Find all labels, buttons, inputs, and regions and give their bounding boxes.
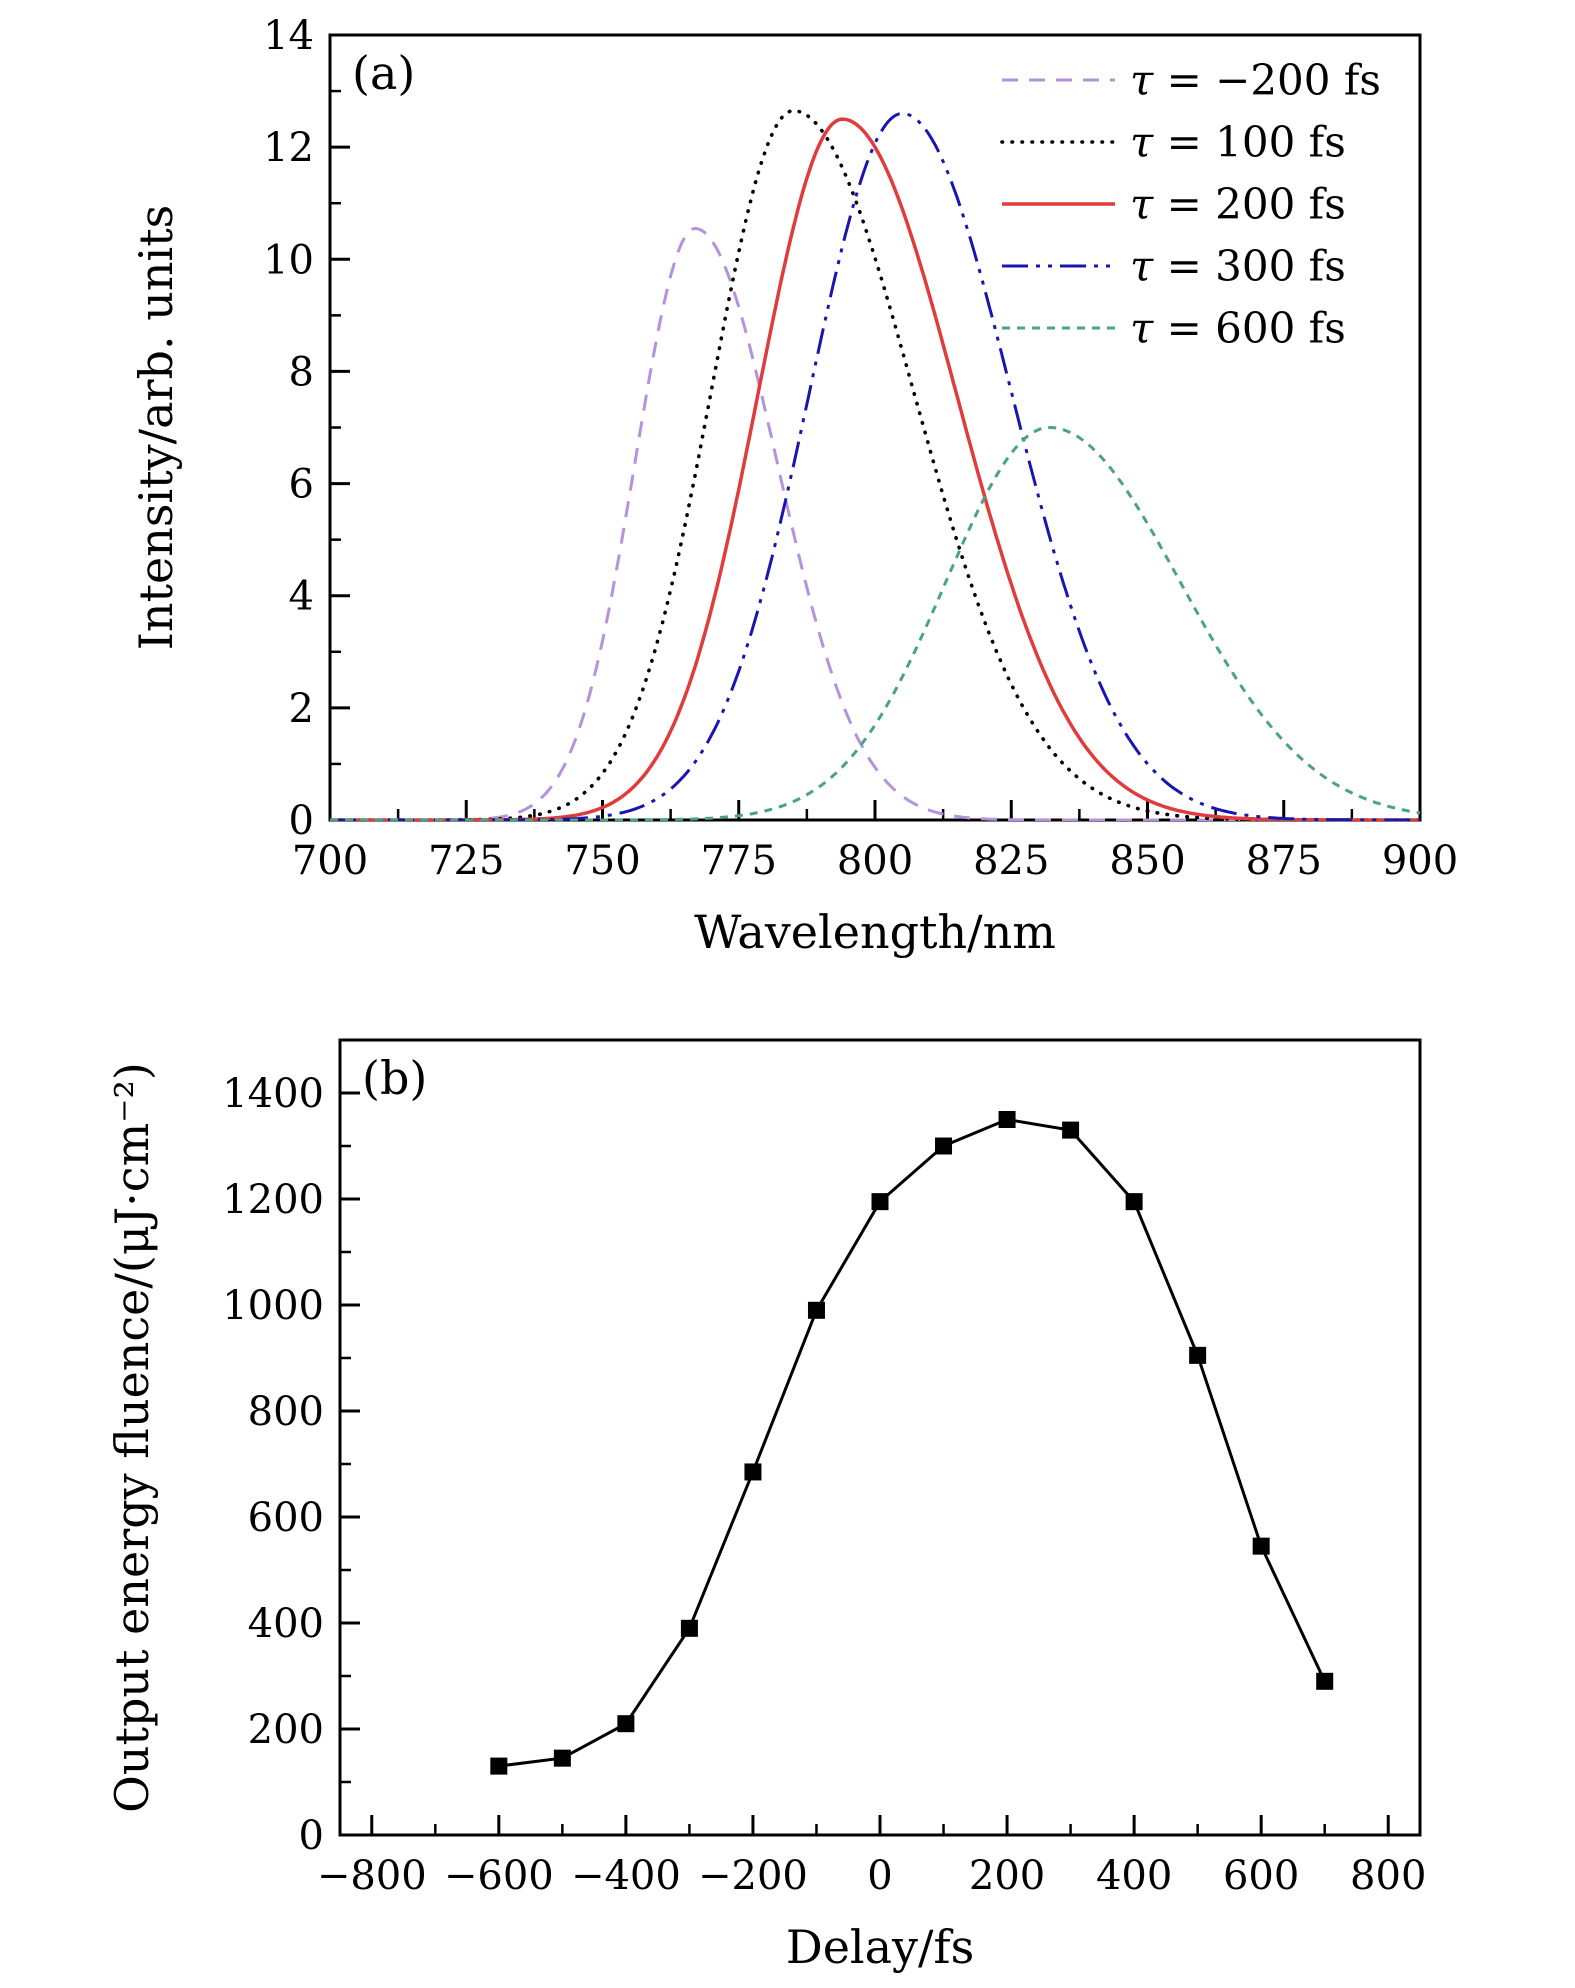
x-tick-label: 775 bbox=[701, 838, 777, 884]
data-point-marker bbox=[871, 1193, 889, 1211]
y-tick-label: 0 bbox=[299, 1813, 324, 1859]
data-point-marker bbox=[490, 1757, 508, 1775]
y-tick-label: 10 bbox=[263, 237, 314, 283]
x-tick-label: 900 bbox=[1382, 838, 1458, 884]
data-point-marker bbox=[617, 1715, 635, 1733]
data-point-marker bbox=[744, 1463, 762, 1481]
legend-label-0: τ = −200 fs bbox=[1130, 56, 1381, 105]
x-tick-label: 825 bbox=[973, 838, 1049, 884]
x-tick-label: −600 bbox=[444, 1853, 554, 1899]
y-tick-label: 800 bbox=[248, 1389, 324, 1435]
panel-label: (b) bbox=[362, 1051, 427, 1105]
y-tick-label: 400 bbox=[248, 1601, 324, 1647]
panel-b-fluence-chart: −800 −600 −400 −200 0 200 400 600 800 0 200 400 600 8… bbox=[105, 1038, 1426, 1974]
y-tick-label: 1000 bbox=[222, 1283, 324, 1329]
legend-label-4: τ = 600 fs bbox=[1130, 304, 1346, 353]
legend-label-1: τ = 100 fs bbox=[1130, 118, 1346, 167]
data-point-marker bbox=[553, 1749, 571, 1767]
x-tick-label: 750 bbox=[564, 838, 640, 884]
x-tick-label: 400 bbox=[1096, 1853, 1172, 1899]
x-tick-label: −400 bbox=[571, 1853, 681, 1899]
fluence-line bbox=[498, 1117, 1327, 1768]
data-point-marker bbox=[1316, 1672, 1334, 1690]
data-point-marker bbox=[680, 1619, 698, 1637]
y-tick-label: 14 bbox=[263, 13, 314, 59]
data-point-marker bbox=[807, 1301, 825, 1319]
x-tick-label: 850 bbox=[1109, 838, 1185, 884]
plot-border bbox=[338, 1038, 1422, 1837]
y-tick-label: 200 bbox=[248, 1707, 324, 1753]
x-axis-label: Wavelength/nm bbox=[694, 905, 1056, 959]
data-point-marker bbox=[1252, 1537, 1270, 1555]
y-tick-label: 4 bbox=[289, 574, 314, 620]
y-axis-label: Intensity/arb. units bbox=[129, 205, 183, 651]
x-tick-label: 0 bbox=[867, 1853, 892, 1899]
x-tick-label: 200 bbox=[969, 1853, 1045, 1899]
y-tick-label: 0 bbox=[289, 798, 314, 844]
y-tick-label: 1200 bbox=[222, 1177, 324, 1223]
x-tick-label: 800 bbox=[1350, 1853, 1426, 1899]
panel-label: (a) bbox=[352, 46, 415, 100]
panel-a-spectra-chart: 700 725 750 775 800 825 850 875 900 0 2 4 6 8 10 12 14 τ … bbox=[129, 13, 1458, 959]
legend-label-3: τ = 300 fs bbox=[1130, 242, 1346, 291]
y-tick-label: 600 bbox=[248, 1495, 324, 1541]
y-tick-label: 1400 bbox=[222, 1071, 324, 1117]
data-point-marker bbox=[935, 1137, 953, 1155]
x-tick-label: 700 bbox=[292, 838, 368, 884]
data-point-marker bbox=[1189, 1346, 1207, 1364]
data-point-marker bbox=[998, 1111, 1016, 1128]
series-line-4 bbox=[330, 425, 1421, 821]
y-tick-label: 8 bbox=[289, 349, 314, 395]
legend-label-2: τ = 200 fs bbox=[1130, 180, 1346, 229]
x-tick-label: −200 bbox=[698, 1853, 808, 1899]
x-tick-label: 875 bbox=[1246, 838, 1322, 884]
y-tick-label: 12 bbox=[263, 125, 314, 171]
x-tick-label: 600 bbox=[1223, 1853, 1299, 1899]
data-point-marker bbox=[1062, 1121, 1080, 1139]
x-tick-label: −800 bbox=[317, 1853, 427, 1899]
data-point-marker bbox=[1125, 1193, 1143, 1211]
y-tick-label: 6 bbox=[289, 462, 314, 508]
y-axis-label: Output energy fluence/(μJ·cm⁻²) bbox=[105, 1062, 159, 1813]
x-tick-label: 725 bbox=[428, 838, 504, 884]
x-axis-label: Delay/fs bbox=[786, 1920, 974, 1974]
x-tick-label: 800 bbox=[837, 838, 913, 884]
y-tick-label: 2 bbox=[289, 686, 314, 732]
